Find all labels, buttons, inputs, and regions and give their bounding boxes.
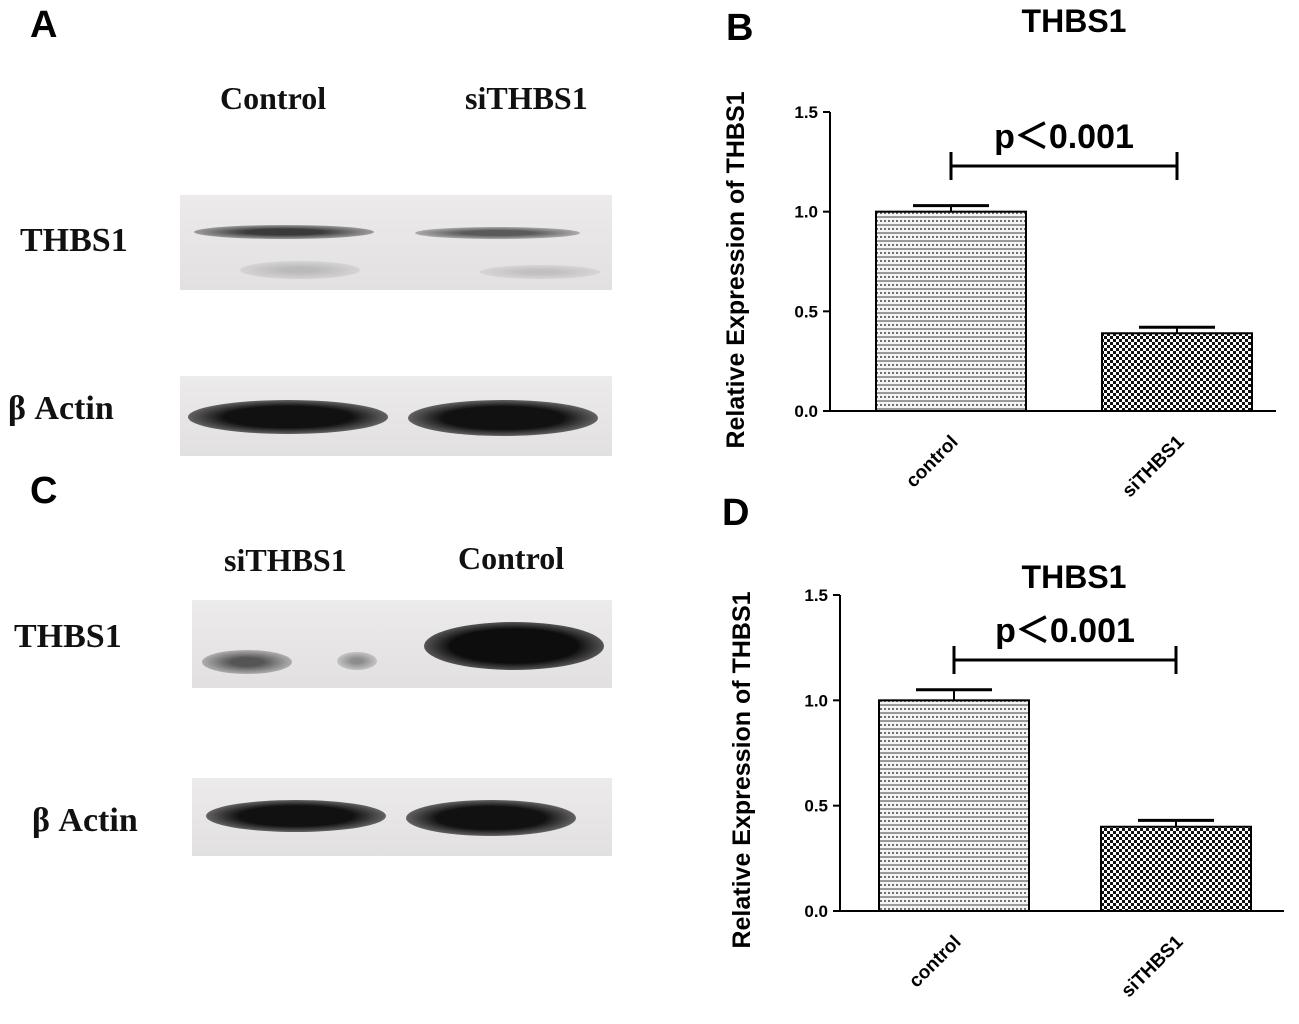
chart-d-ytick-label-1: 0.5 — [804, 797, 828, 816]
lane-label-a-1: Control — [220, 80, 327, 116]
chart-b-ylabel: Relative Expression of THBS1 — [722, 91, 750, 448]
blot-a-thbs1 — [180, 195, 612, 290]
chart-b-title: THBS1 — [1022, 3, 1127, 39]
panel-letter-c: C — [30, 470, 58, 512]
lane-label-c-2: Control — [458, 540, 565, 576]
band-c-thbs1-control — [424, 622, 604, 670]
band-a-thbs1-sithbs1 — [415, 227, 580, 239]
band-c-actin-sithbs1 — [206, 800, 386, 832]
chart-b-ytick-label-0: 0.0 — [794, 402, 818, 421]
chart-b-xtick-label-0: control — [902, 432, 962, 492]
row-label-c-actin: β Actin — [32, 802, 138, 839]
chart-b-ytick-label-2: 1.0 — [794, 203, 818, 222]
smear-a-2 — [480, 265, 600, 279]
chart-d-ytick-label-2: 1.0 — [804, 691, 828, 710]
chart-d-ylabel: Relative Expression of THBS1 — [728, 591, 756, 948]
chart-d-ytick-label-3: 1.5 — [804, 586, 828, 605]
row-label-a-actin: β Actin — [8, 390, 114, 427]
band-c-thbs1-sithbs1 — [202, 650, 292, 674]
blot-c-thbs1 — [192, 600, 612, 688]
chart-b-xtick-label-1: siTHBS1 — [1118, 431, 1188, 501]
panel-letter-a: A — [30, 4, 58, 46]
lane-label-c-1: siTHBS1 — [224, 542, 347, 578]
chart-d-title: THBS1 — [1022, 559, 1127, 595]
blot-a-actin — [180, 376, 612, 456]
chart-b-pvalue-annotation: p＜0.001 — [994, 118, 1134, 156]
panel-letter-d: D — [722, 492, 749, 534]
blot-c-actin — [192, 778, 612, 856]
row-label-a-thbs1: THBS1 — [20, 222, 128, 259]
band-a-thbs1-control — [194, 225, 374, 239]
band-c-actin-control — [406, 800, 576, 836]
chart-d-bar-siTHBS1 — [1100, 825, 1252, 913]
smear-c-1 — [337, 652, 377, 670]
chart-d-xtick-label-1: siTHBS1 — [1117, 931, 1187, 1001]
chart-b-ytick-label-1: 0.5 — [794, 302, 818, 321]
chart-b-bar-control — [875, 210, 1027, 412]
chart-b-ytick-label-3: 1.5 — [794, 103, 818, 122]
chart-b-plot: 0.0 0.5 1.0 1.5 control siTHBS1 p＜0.001 — [794, 103, 1276, 502]
chart-d-pvalue-annotation: p＜0.001 — [995, 612, 1135, 650]
chart-d-bar-control — [878, 699, 1030, 912]
panel-letter-b: B — [726, 7, 753, 49]
smear-a-1 — [240, 261, 360, 279]
chart-d-plot: 0.0 0.5 1.0 1.5 control siTHBS1 p＜0.001 — [804, 586, 1284, 1002]
chart-d-xtick-label-0: control — [905, 932, 965, 992]
row-label-c-thbs1: THBS1 — [14, 618, 122, 655]
chart-b-bar-siTHBS1 — [1101, 332, 1253, 413]
band-a-actin-sithbs1 — [408, 400, 598, 436]
chart-d-ytick-label-0: 0.0 — [804, 902, 828, 921]
band-a-actin-control — [188, 400, 388, 434]
lane-label-a-2: siTHBS1 — [465, 80, 588, 116]
